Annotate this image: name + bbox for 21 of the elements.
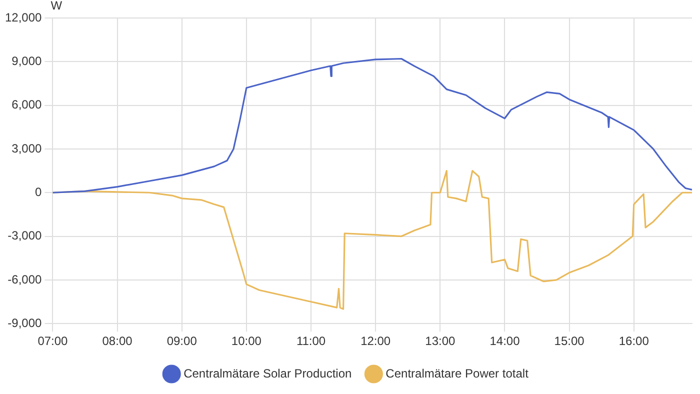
y-tick-label: -9,000 [8, 316, 42, 330]
x-tick-label: 09:00 [166, 334, 198, 348]
legend-label: Centralmätare Solar Production [184, 366, 352, 380]
x-tick-label: 12:00 [360, 334, 391, 348]
y-tick-label: 9,000 [12, 54, 42, 68]
y-tick-label: 0 [35, 184, 42, 199]
x-tick-label: 08:00 [102, 334, 133, 348]
y-tick-label: 3,000 [12, 141, 42, 156]
x-tick-label: 14:00 [490, 334, 520, 348]
x-tick-label: 15:00 [554, 334, 585, 348]
y-tick-label: 6,000 [12, 98, 42, 112]
y-tick-label: 12,000 [5, 10, 42, 24]
y-axis-title: W [50, 0, 63, 12]
legend-label: Centralmätare Power totalt [386, 366, 530, 380]
x-tick-label: 16:00 [618, 334, 650, 348]
y-tick-label: -6,000 [8, 272, 42, 286]
x-tick-label: 13:00 [425, 334, 456, 348]
x-tick-label: 10:00 [231, 334, 262, 348]
y-tick-label: -3,000 [8, 228, 42, 243]
x-tick-label: 11:00 [296, 334, 326, 348]
x-tick-label: 07:00 [38, 334, 68, 348]
